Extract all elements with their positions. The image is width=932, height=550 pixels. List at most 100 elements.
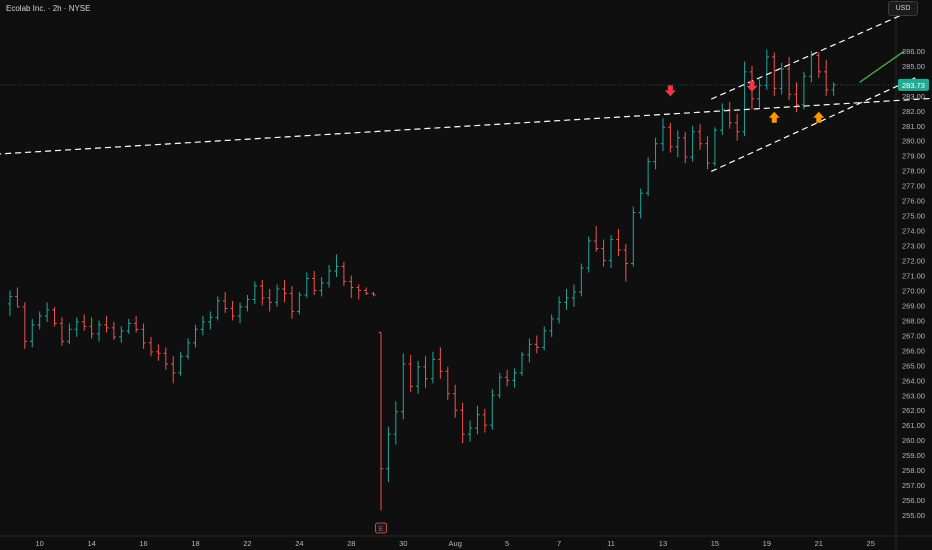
last-price-badge — [898, 78, 929, 91]
ohlc-bar — [401, 353, 406, 420]
price-tick-label: 286.00 — [902, 47, 925, 56]
ohlc-bar — [801, 71, 807, 110]
ohlc-bar — [504, 369, 510, 387]
price-tick-label: 263.00 — [902, 391, 925, 400]
ohlc-bar — [623, 244, 629, 282]
price-tick-label: 259.00 — [902, 451, 925, 460]
price-tick-label: 281.00 — [902, 122, 925, 131]
price-tick-label: 260.00 — [902, 436, 925, 445]
ohlc-bar — [200, 315, 206, 336]
buy-signal-arrow — [768, 111, 780, 123]
ohlc-bar — [126, 318, 131, 334]
price-tick-label: 280.00 — [902, 137, 925, 146]
ohlc-bar — [222, 291, 228, 313]
ohlc-bar — [467, 420, 473, 442]
ohlc-bar — [415, 360, 421, 394]
ohlc-bar — [519, 351, 525, 376]
channel-upper-line — [710, 8, 916, 100]
ohlc-bar — [282, 279, 287, 303]
ohlc-bar — [638, 188, 643, 219]
ohlc-bar — [185, 338, 191, 360]
ohlc-bar — [490, 389, 495, 430]
ohlc-bar — [430, 351, 436, 384]
ohlc-bar — [386, 426, 391, 483]
ohlc-bar — [208, 311, 213, 330]
ohlc-bar — [267, 288, 272, 312]
ohlc-bar — [74, 317, 79, 337]
ohlc-bar — [734, 113, 740, 141]
price-tick-label: 262.00 — [902, 406, 925, 415]
ohlc-bar — [579, 263, 584, 297]
ohlc-bar — [104, 315, 109, 333]
ohlc-bar — [96, 320, 102, 342]
ohlc-bar — [712, 127, 718, 167]
ohlc-bar — [556, 296, 562, 324]
ohlc-bar — [178, 351, 183, 376]
ohlc-bar — [37, 311, 42, 330]
time-tick-label: 11 — [607, 539, 615, 548]
price-tick-label: 275.00 — [902, 212, 925, 221]
sell-signal-arrow — [664, 85, 676, 97]
ohlc-bar — [215, 296, 220, 321]
ohlc-bar — [534, 335, 540, 354]
ohlc-bar — [668, 122, 673, 153]
ohlc-bar — [341, 262, 347, 286]
price-tick-label: 269.00 — [902, 301, 925, 310]
ohlc-bar — [697, 124, 703, 150]
ohlc-bar — [571, 284, 577, 307]
earnings-marker-label: E — [379, 526, 384, 533]
time-tick-label: 18 — [191, 539, 199, 548]
ohlc-bar — [653, 137, 658, 170]
ohlc-bar — [326, 265, 332, 288]
time-tick-label: Aug — [449, 539, 462, 548]
price-tick-label: 274.00 — [902, 227, 925, 236]
ohlc-bar — [171, 356, 176, 384]
ohlc-bar — [59, 317, 65, 346]
time-tick-label: 15 — [711, 539, 719, 548]
ohlc-bar — [764, 49, 770, 90]
time-tick-label: 28 — [347, 539, 355, 548]
time-tick-label: 21 — [815, 539, 823, 548]
price-tick-label: 282.00 — [902, 107, 925, 116]
ohlc-bar — [148, 336, 154, 357]
ohlc-bar — [30, 318, 35, 348]
ohlc-bar — [378, 331, 384, 511]
time-tick-label: 24 — [295, 539, 303, 548]
time-tick-label: 30 — [399, 539, 407, 548]
ohlc-bar — [133, 315, 139, 333]
last-price-label: 283.73 — [902, 81, 925, 90]
time-tick-label: 13 — [659, 539, 667, 548]
price-tick-label: 277.00 — [902, 182, 925, 191]
earnings-marker — [375, 522, 387, 534]
price-tick-label: 268.00 — [902, 316, 925, 325]
ohlc-bar — [564, 288, 569, 310]
price-tick-label: 257.00 — [902, 481, 925, 490]
ohlc-bar — [237, 302, 243, 324]
time-tick-label: 5 — [505, 539, 509, 548]
ohlc-bar — [586, 236, 591, 273]
ohlc-bar — [675, 130, 680, 158]
ohlc-bar — [727, 101, 732, 129]
price-tick-label: 270.00 — [902, 286, 925, 295]
price-tick-label: 273.00 — [902, 242, 925, 251]
currency-button[interactable]: USD — [888, 1, 918, 16]
ohlc-bar — [608, 235, 614, 268]
ohlc-bar — [816, 52, 821, 78]
ohlc-bar — [119, 326, 124, 343]
ohlc-bar — [245, 294, 250, 312]
price-tick-label: 276.00 — [902, 197, 925, 206]
ohlc-bar — [319, 276, 324, 297]
ohlc-bar — [824, 59, 829, 96]
time-tick-label: 14 — [87, 539, 95, 548]
ohlc-bar — [89, 317, 94, 339]
ohlc-bar — [312, 270, 317, 295]
ohlc-bar — [527, 338, 532, 363]
price-tick-label: 258.00 — [902, 466, 925, 475]
symbol-title: Ecolab Inc. · 2h · NYSE — [6, 4, 91, 13]
ohlc-bar — [289, 285, 295, 319]
ohlc-bar — [393, 401, 399, 445]
ohlc-bar — [15, 287, 20, 308]
price-tick-label: 261.00 — [902, 421, 925, 430]
